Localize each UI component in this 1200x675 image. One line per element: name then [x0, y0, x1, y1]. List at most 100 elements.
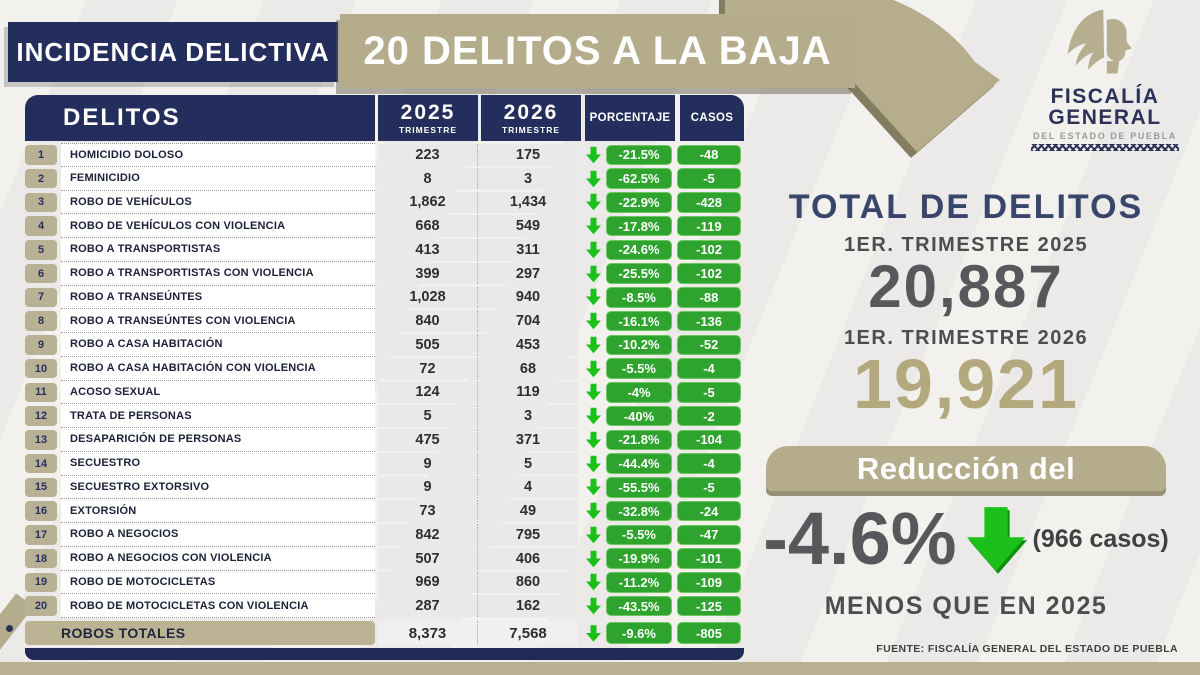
- percentage-badge: -5.5%: [606, 524, 672, 546]
- totals-cases-badge: -805: [677, 622, 741, 644]
- percentage-badge: -4%: [606, 382, 672, 403]
- down-arrow-icon: [582, 286, 604, 310]
- down-arrow-icon: [582, 547, 604, 571]
- down-arrow-icon: [582, 571, 604, 595]
- crime-name: EXTORSIÓN: [61, 499, 375, 523]
- table-row: 16 EXTORSIÓN 73 49 -32.8% -24: [25, 499, 744, 523]
- q1-2025-label: 1ER. TRIMESTRE 2025: [843, 234, 1089, 256]
- crime-name: ROBO A CASA HABITACIÓN: [61, 333, 375, 357]
- value-2026: 5: [478, 452, 578, 475]
- percentage-badge: -21.5%: [606, 144, 672, 166]
- table-row: 13 DESAPARICIÓN DE PERSONAS 475 371 -21.…: [25, 428, 744, 452]
- value-2025: 668: [378, 215, 478, 237]
- table-row: 18 ROBO A NEGOCIOS CON VIOLENCIA 507 406…: [25, 546, 744, 571]
- cases-badge: -24: [677, 500, 741, 522]
- crime-name: ROBO DE VEHÍCULOS CON VIOLENCIA: [61, 214, 375, 238]
- row-number: 7: [25, 287, 57, 308]
- row-number: 15: [25, 477, 57, 498]
- value-2026: 704: [478, 310, 578, 332]
- value-2026: 4: [478, 476, 578, 499]
- table-row: 5 ROBO A TRANSPORTISTAS 413 311 -24.6% -…: [25, 238, 744, 262]
- header-porcentaje: PORCENTAJE: [585, 95, 675, 141]
- row-number: 20: [25, 596, 57, 616]
- down-arrow-icon: [582, 428, 604, 452]
- crime-name: ACOSO SEXUAL: [61, 380, 375, 405]
- row-number: 13: [25, 430, 57, 450]
- row-number: 9: [25, 335, 57, 355]
- percentage-badge: -8.5%: [606, 287, 672, 308]
- row-number: 1: [25, 145, 57, 165]
- crime-name: HOMICIDIO DOLOSO: [61, 143, 375, 167]
- table-row: 19 ROBO DE MOTOCICLETAS 969 860 -11.2% -…: [25, 570, 744, 595]
- row-number: 19: [25, 572, 57, 593]
- header-2025-trimestre: TRIMESTRE: [398, 124, 458, 135]
- fiscalia-logo: FISCALÍA GENERAL DEL ESTADO DE PUEBLA: [1015, 6, 1195, 152]
- header-delitos-label: DELITOS: [63, 104, 181, 131]
- cases-badge: -136: [677, 310, 741, 332]
- value-2025: 5: [378, 405, 478, 427]
- eagle-head-icon: [1067, 9, 1132, 74]
- row-number: 16: [25, 501, 57, 521]
- totals-value-2026: 7,568: [478, 621, 578, 645]
- incidencia-banner: INCIDENCIA DELICTIVA: [8, 22, 338, 82]
- crime-name: ROBO A TRANSPORTISTAS CON VIOLENCIA: [61, 261, 375, 286]
- crime-name: ROBO A NEGOCIOS CON VIOLENCIA: [61, 546, 375, 571]
- value-2026: 175: [478, 144, 578, 166]
- value-2025: 505: [378, 334, 478, 356]
- percentage-badge: -44.4%: [606, 453, 672, 474]
- cases-badge: -4: [677, 358, 741, 379]
- cases-badge: -88: [677, 287, 741, 308]
- comparison-note: MENOS QUE EN 2025: [824, 592, 1108, 620]
- header-casos-label: CASOS: [690, 112, 734, 124]
- logo-line1: FISCALÍA: [1050, 85, 1160, 108]
- value-2026: 311: [478, 239, 578, 261]
- totals-row: ROBOS TOTALES 8,373 7,568 -9.6% -805: [25, 621, 744, 645]
- value-2026: 1,434: [478, 191, 578, 214]
- cases-badge: -2: [677, 405, 741, 427]
- crime-table: DELITOS 2025 TRIMESTRE 2026 TRIMESTRE PO…: [25, 95, 744, 660]
- row-number: 14: [25, 453, 57, 474]
- reduction-banner-label: Reducción del: [856, 450, 1076, 486]
- row-number: 2: [25, 168, 57, 189]
- percentage-badge: -22.9%: [606, 192, 672, 213]
- delitos-baja-banner-label: 20 DELITOS A LA BAJA: [363, 28, 832, 73]
- decor-dot: [6, 625, 13, 632]
- down-arrow-icon: [582, 476, 604, 500]
- row-number: 10: [25, 358, 57, 379]
- value-2025: 8: [378, 167, 478, 190]
- table-row: 11 ACOSO SEXUAL 124 119 -4% -5: [25, 380, 744, 405]
- crime-name: ROBO DE MOTOCICLETAS CON VIOLENCIA: [61, 594, 375, 618]
- percentage-badge: -17.8%: [606, 215, 672, 237]
- down-arrow-icon: [582, 404, 604, 428]
- value-2025: 9: [378, 476, 478, 499]
- value-2025: 1,028: [378, 286, 478, 309]
- table-row: 9 ROBO A CASA HABITACIÓN 505 453 -10.2% …: [25, 333, 744, 357]
- value-2026: 3: [478, 167, 578, 190]
- value-2025: 1,862: [378, 191, 478, 214]
- reduction-percentage: -4.6%: [763, 497, 957, 580]
- value-2025: 223: [378, 144, 478, 166]
- down-arrow-icon: [582, 309, 604, 333]
- swoosh-down-arrow-icon: [719, 0, 1000, 158]
- down-arrow-icon: [582, 262, 604, 286]
- logo-line3: DEL ESTADO DE PUEBLA: [1033, 131, 1177, 142]
- value-2025: 507: [378, 547, 478, 570]
- value-2026: 119: [478, 381, 578, 404]
- crime-name: ROBO A TRANSEÚNTES CON VIOLENCIA: [61, 309, 375, 333]
- value-2026: 297: [478, 262, 578, 285]
- percentage-badge: -10.2%: [606, 334, 672, 356]
- value-2025: 842: [378, 524, 478, 546]
- percentage-badge: -19.9%: [606, 548, 672, 569]
- incidencia-banner-label: INCIDENCIA DELICTIVA: [16, 36, 330, 67]
- header-2026-year: 2026: [503, 100, 559, 124]
- table-row: 1 HOMICIDIO DOLOSO 223 175 -21.5% -48: [25, 143, 744, 167]
- crime-name: ROBO A NEGOCIOS: [61, 523, 375, 547]
- value-2025: 840: [378, 310, 478, 332]
- crime-name: ROBO DE VEHÍCULOS: [61, 190, 375, 215]
- crime-name: ROBO A TRANSEÚNTES: [61, 285, 375, 310]
- table-row: 3 ROBO DE VEHÍCULOS 1,862 1,434 -22.9% -…: [25, 190, 744, 215]
- header-porcentaje-label: PORCENTAJE: [589, 112, 671, 124]
- totals-percentage-badge: -9.6%: [606, 622, 672, 644]
- table-row: 17 ROBO A NEGOCIOS 842 795 -5.5% -47: [25, 523, 744, 547]
